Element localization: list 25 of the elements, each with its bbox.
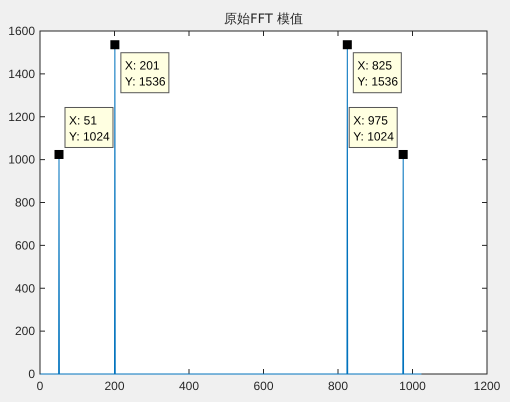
y-tick-label: 0 (28, 367, 36, 381)
annotation: X: 201 Y: 1536 (110, 40, 170, 94)
annotation: X: 975 Y: 1024 (353, 113, 394, 144)
annotation: X: 51 Y: 1024 (54, 106, 114, 159)
x-tick-label: 800 (328, 379, 348, 393)
y-tick-label: 600 (14, 238, 36, 252)
x-tick-label: 1200 (474, 379, 501, 393)
annotation: X: 825 Y: 1536 (357, 58, 398, 89)
y-tick-label: 1600 (8, 24, 36, 38)
annotation: X: 975 Y: 1024 (348, 106, 408, 159)
y-tick-label: 400 (14, 281, 36, 296)
y-tick-label: 1400 (8, 66, 36, 81)
annotation: X: 201 Y: 1536 (124, 58, 166, 89)
x-tick-label: 400 (178, 379, 200, 393)
x-tick-label: 600 (253, 379, 274, 393)
annotation: X: 51 Y: 1024 (68, 113, 110, 144)
x-tick-label: 1000 (399, 379, 426, 393)
annotation: X: 825 Y: 1536 (342, 40, 402, 94)
y-tick-label: 1200 (8, 110, 36, 124)
y-tick-label: 1000 (8, 152, 36, 167)
y-tick-label: 800 (14, 196, 36, 210)
x-tick-label: 0 (36, 379, 44, 393)
y-tick-label: 200 (14, 324, 36, 338)
x-tick-label: 200 (104, 379, 125, 393)
chart-title: 原始FFT 模值 (224, 12, 303, 27)
